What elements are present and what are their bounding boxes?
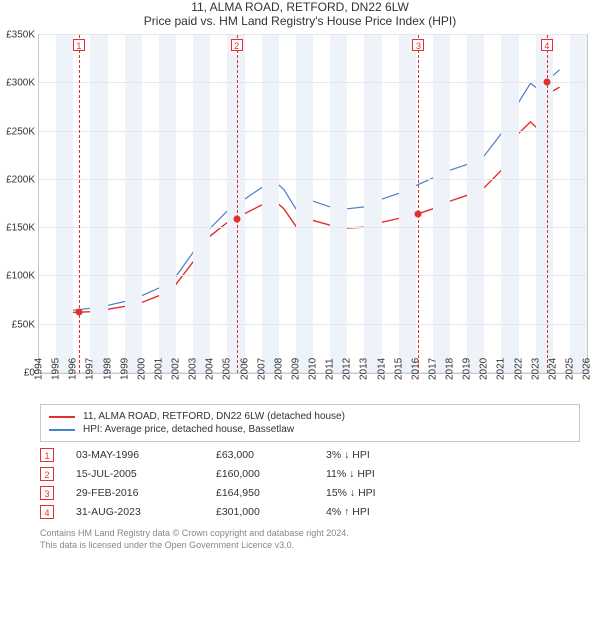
legend-row-hpi: HPI: Average price, detached house, Bass… [49,424,571,435]
x-axis-label: 2023 [530,366,541,380]
tx-date: 31-AUG-2023 [76,506,216,518]
tx-price: £164,950 [216,487,326,499]
legend-label-price: 11, ALMA ROAD, RETFORD, DN22 6LW (detach… [83,411,345,422]
y-axis-label: £50K [1,319,35,330]
x-axis-label: 2010 [308,366,319,380]
y-axis-label: £350K [1,30,35,41]
y-axis-label: £300K [1,78,35,89]
tx-delta: 15% ↓ HPI [326,487,446,499]
x-axis-label: 2017 [427,366,438,380]
x-axis-label: 2011 [325,366,336,380]
x-axis-label: 2002 [171,366,182,380]
x-axis-label: 1999 [119,366,130,380]
x-axis-label: 2024 [547,366,558,380]
y-axis-label: £200K [1,174,35,185]
x-axis-label: 1996 [68,366,79,380]
chart: £0£50K£100K£150K£200K£250K£300K£350K1994… [38,34,588,396]
tx-date: 15-JUL-2005 [76,468,216,480]
plot-area: £0£50K£100K£150K£200K£250K£300K£350K1994… [38,34,588,374]
x-axis-label: 2012 [342,366,353,380]
x-axis-label: 1998 [102,366,113,380]
x-axis-label: 2007 [256,366,267,380]
chart-marker-box: 2 [231,39,243,51]
legend-swatch-price [49,416,75,418]
y-axis-label: £250K [1,126,35,137]
x-axis-label: 2026 [582,366,593,380]
legend: 11, ALMA ROAD, RETFORD, DN22 6LW (detach… [40,404,580,442]
transactions-table: 1 03-MAY-1996 £63,000 3% ↓ HPI 2 15-JUL-… [40,448,560,519]
tx-price: £301,000 [216,506,326,518]
footer: Contains HM Land Registry data © Crown c… [40,527,580,551]
tx-marker: 1 [40,448,54,462]
tx-date: 03-MAY-1996 [76,449,216,461]
footer-line2: This data is licensed under the Open Gov… [40,539,580,551]
transaction-dot [233,215,240,222]
x-axis-label: 2000 [136,366,147,380]
tx-delta: 3% ↓ HPI [326,449,446,461]
table-row: 3 29-FEB-2016 £164,950 15% ↓ HPI [40,486,560,500]
table-row: 1 03-MAY-1996 £63,000 3% ↓ HPI [40,448,560,462]
tx-price: £160,000 [216,468,326,480]
tx-delta: 4% ↑ HPI [326,506,446,518]
tx-marker: 4 [40,505,54,519]
x-axis-label: 2001 [153,366,164,380]
x-axis-label: 2014 [376,366,387,380]
x-axis-label: 2003 [188,366,199,380]
x-axis-label: 2022 [513,366,524,380]
table-row: 2 15-JUL-2005 £160,000 11% ↓ HPI [40,467,560,481]
x-axis-label: 2009 [290,366,301,380]
table-row: 4 31-AUG-2023 £301,000 4% ↑ HPI [40,505,560,519]
legend-label-hpi: HPI: Average price, detached house, Bass… [83,424,294,435]
page-subtitle: Price paid vs. HM Land Registry's House … [0,14,600,28]
x-axis-label: 2008 [273,366,284,380]
x-axis-label: 2019 [462,366,473,380]
chart-marker-box: 3 [412,39,424,51]
page-title: 11, ALMA ROAD, RETFORD, DN22 6LW [0,0,600,14]
y-axis-label: £150K [1,223,35,234]
legend-swatch-hpi [49,429,75,431]
tx-marker: 3 [40,486,54,500]
chart-marker-box: 1 [73,39,85,51]
x-axis-label: 2016 [410,366,421,380]
x-axis-label: 2021 [496,366,507,380]
x-axis-label: 1995 [51,366,62,380]
tx-marker: 2 [40,467,54,481]
transaction-dot [75,309,82,316]
y-axis-label: £100K [1,271,35,282]
tx-price: £63,000 [216,449,326,461]
x-axis-label: 2025 [564,366,575,380]
x-axis-label: 2005 [222,366,233,380]
x-axis-label: 2018 [445,366,456,380]
x-axis-label: 2015 [393,366,404,380]
transaction-dot [415,210,422,217]
x-axis-label: 2006 [239,366,250,380]
tx-delta: 11% ↓ HPI [326,468,446,480]
x-axis-label: 1994 [34,366,45,380]
x-axis-label: 2013 [359,366,370,380]
y-axis-label: £0 [1,368,35,379]
chart-marker-box: 4 [541,39,553,51]
x-axis-label: 1997 [85,366,96,380]
legend-row-price: 11, ALMA ROAD, RETFORD, DN22 6LW (detach… [49,411,571,422]
footer-line1: Contains HM Land Registry data © Crown c… [40,527,580,539]
x-axis-label: 2020 [479,366,490,380]
transaction-dot [543,79,550,86]
x-axis-label: 2004 [205,366,216,380]
tx-date: 29-FEB-2016 [76,487,216,499]
